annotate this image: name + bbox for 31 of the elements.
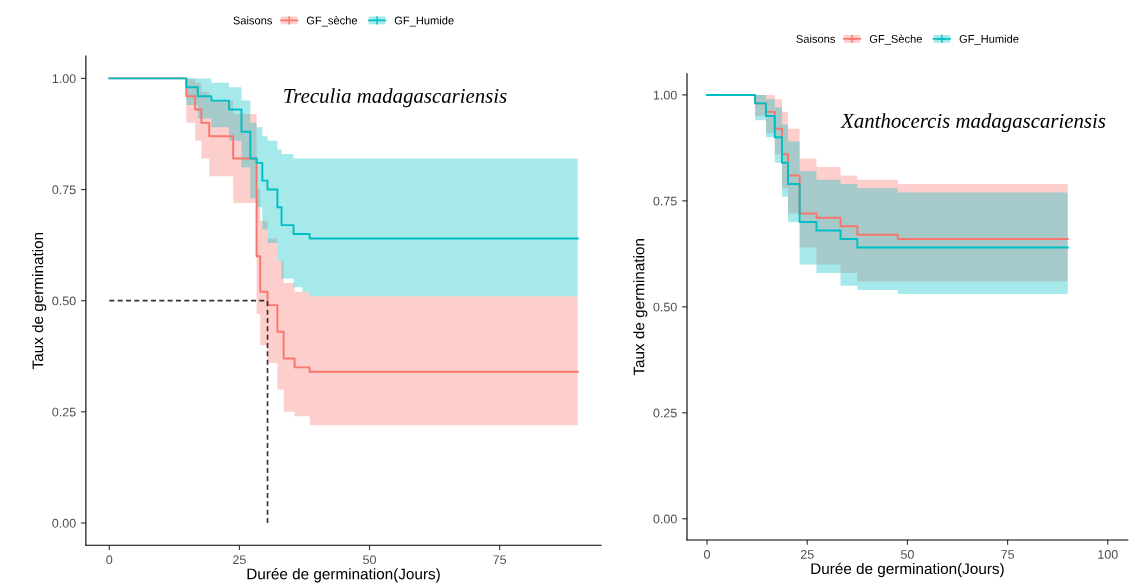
y-tick-label: 0.75: [653, 196, 677, 206]
y-tick-label: 0.00: [52, 518, 76, 528]
x-axis-title: Durée de germination(Jours): [247, 567, 440, 583]
legend-title: Saisons: [796, 34, 835, 43]
x-tick-label: 100: [1098, 550, 1118, 559]
y-tick-label: 0.50: [653, 302, 677, 312]
legend-label: GF_Sèche: [869, 34, 922, 45]
y-tick-label: 1.00: [52, 74, 76, 84]
y-tick-label: 0.00: [653, 514, 677, 524]
x-tick-label: 0: [106, 555, 113, 565]
legend-label: GF_sèche: [306, 16, 358, 27]
y-axis-title: Taux de germination: [633, 239, 648, 376]
y-tick-label: 0.25: [52, 407, 76, 417]
y-tick-label: 1.00: [653, 90, 677, 100]
x-tick-label: 50: [363, 555, 376, 565]
x-tick-label: 0: [704, 550, 711, 559]
x-tick-label: 25: [800, 550, 814, 559]
x-tick-label: 75: [1001, 550, 1015, 559]
y-tick-label: 0.75: [52, 185, 76, 195]
y-tick-label: 0.50: [52, 296, 76, 306]
x-axis-title: Durée de germination(Jours): [811, 562, 1004, 578]
x-tick-label: 25: [233, 555, 246, 565]
annotation: Xanthocercis madagascariensis: [840, 113, 1106, 133]
y-tick-label: 0.25: [653, 408, 677, 418]
x-tick-label: 50: [900, 550, 914, 559]
legend-title: Saisons: [233, 16, 273, 25]
legend-label: GF_Humide: [394, 16, 454, 27]
annotation: Treculia madagascariensis: [284, 88, 507, 108]
y-axis-title: Taux de germination: [32, 232, 47, 370]
x-tick-label: 75: [493, 555, 507, 565]
legend-label: GF_Humide: [959, 34, 1019, 45]
